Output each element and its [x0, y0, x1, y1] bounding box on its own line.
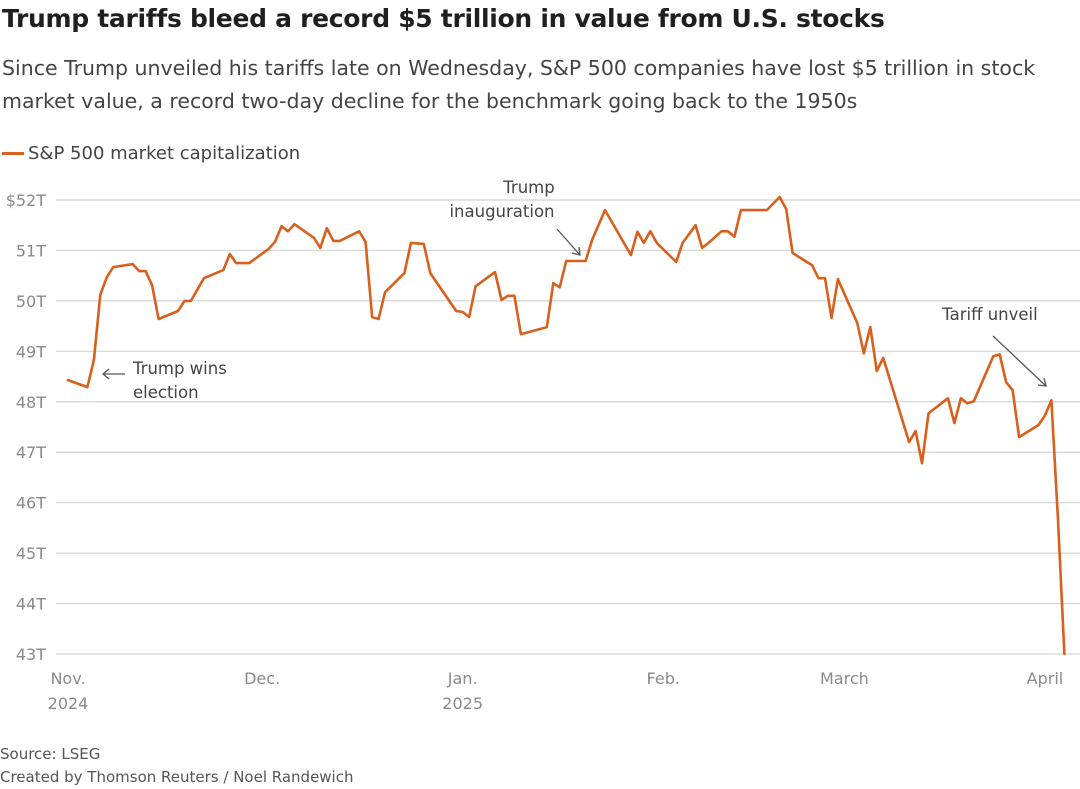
x-tick-label: April — [1027, 669, 1064, 688]
annotation-election-line2: election — [133, 383, 199, 402]
legend: S&P 500 market capitalization — [2, 143, 300, 164]
y-tick-label: $52T — [6, 191, 47, 210]
legend-swatch — [2, 152, 24, 155]
chart-title: Trump tariffs bleed a record $5 trillion… — [2, 4, 885, 33]
arrow-tariff — [992, 335, 1047, 387]
arrow-election — [101, 368, 125, 380]
annotation-election-line1: Trump wins — [132, 359, 227, 378]
y-tick-label: 47T — [16, 443, 46, 462]
x-tick-label: Nov. — [50, 669, 85, 688]
x-tick-label: Jan. — [447, 669, 478, 688]
y-tick-label: 45T — [16, 544, 46, 563]
x-tick-label: March — [820, 669, 869, 688]
chart-subtitle: Since Trump unveiled his tariffs late on… — [2, 56, 1036, 113]
y-tick-label: 44T — [16, 595, 46, 614]
annotation-inauguration-line2: inauguration — [449, 202, 554, 221]
y-tick-label: 48T — [16, 393, 46, 412]
arrow-inauguration — [556, 228, 581, 256]
x-tick-year-label: 2024 — [48, 694, 89, 713]
source-note: Source: LSEG — [0, 745, 101, 763]
annotation-inauguration-line1: Trump — [502, 178, 554, 197]
credit-note: Created by Thomson Reuters / Noel Randew… — [0, 768, 354, 786]
series-line — [66, 195, 1066, 656]
x-tick-label: Feb. — [647, 669, 680, 688]
y-tick-label: 51T — [16, 241, 46, 260]
y-tick-label: 50T — [16, 292, 46, 311]
legend-label: S&P 500 market capitalization — [28, 143, 301, 164]
x-tick-year-label: 2025 — [442, 694, 483, 713]
x-tick-label: Dec. — [244, 669, 280, 688]
y-tick-label: 49T — [16, 342, 46, 361]
y-tick-label: 43T — [16, 645, 46, 664]
annotation-tariff: Tariff unveil — [941, 305, 1037, 324]
y-tick-label: 46T — [16, 494, 46, 513]
